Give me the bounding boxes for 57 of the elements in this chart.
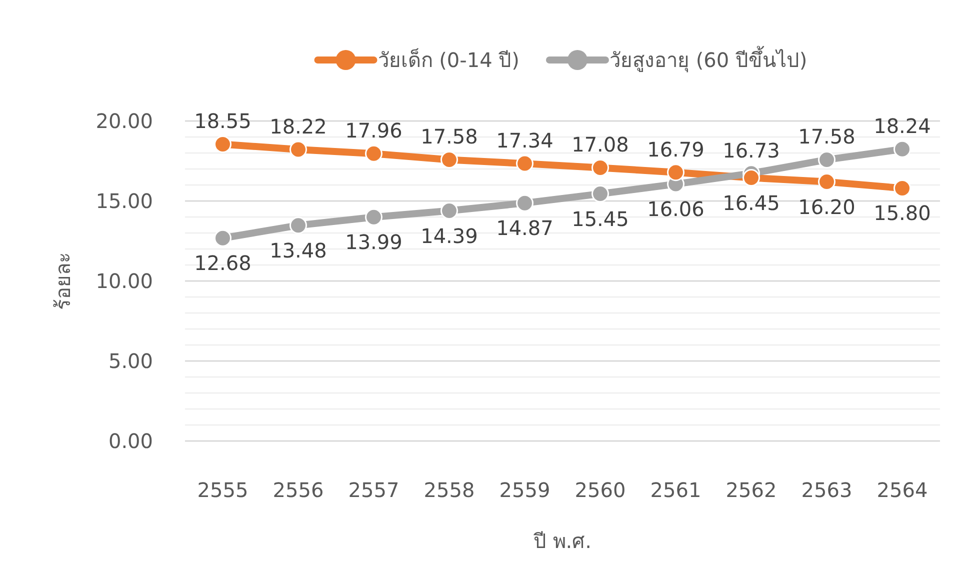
point [440,150,458,168]
point [667,164,684,182]
point [214,229,232,247]
legend-label: วัยสูงอายุ (60 ปีขึ้นไป) [609,46,808,73]
data-label: 18.22 [270,114,327,138]
point [894,179,911,197]
data-label: 16.20 [798,194,856,219]
x-tick-label: 2563 [801,478,852,502]
legend-label: วัยเด็ก (0-14 ปี) [378,47,520,72]
data-label: 16.06 [647,197,704,222]
point [214,135,232,153]
data-label: 18.24 [874,114,931,138]
data-label: 18.55 [194,109,252,134]
x-tick-label: 2556 [272,478,324,502]
x-tick-label: 2561 [650,478,702,502]
data-label: 14.39 [420,224,478,248]
y-tick-label: 15.00 [96,189,153,213]
point [516,154,534,172]
data-label: 15.80 [874,201,931,226]
point [290,140,307,158]
x-tick-label: 2562 [726,478,777,502]
data-label: 17.58 [798,124,856,149]
point [365,208,382,226]
point [894,140,911,158]
data-label: 16.73 [722,138,780,162]
data-label: 13.99 [345,230,402,254]
data-label: 15.45 [572,206,629,231]
x-axis-title: ปี พ.ศ. [533,529,592,553]
data-label: 17.58 [420,124,478,149]
point [365,144,382,162]
data-label: 12.68 [194,251,252,276]
y-tick-label: 10.00 [96,269,153,293]
point [516,194,534,212]
point [592,185,609,203]
x-tick-label: 2564 [876,478,928,502]
data-label: 17.08 [572,132,629,157]
data-label: 17.34 [496,128,554,153]
data-label: 16.79 [647,137,704,162]
x-tick-label: 2559 [499,478,550,502]
data-label: 16.45 [722,190,780,215]
x-tick-label: 2560 [574,478,626,502]
y-axis-title: ร้อยละ [51,252,75,310]
point [818,150,836,168]
point [440,202,458,220]
y-tick-label: 5.00 [108,349,153,373]
point [290,216,307,234]
point [742,169,760,187]
data-label: 14.87 [496,216,554,240]
x-tick-label: 2557 [348,478,400,502]
point [818,173,836,191]
y-tick-label: 20.00 [96,109,153,133]
point [592,158,609,176]
x-tick-label: 2555 [197,478,248,502]
y-tick-label: 0.00 [108,429,153,453]
x-tick-label: 2558 [424,478,475,502]
data-label: 13.48 [270,238,327,262]
data-label: 17.96 [345,118,402,143]
